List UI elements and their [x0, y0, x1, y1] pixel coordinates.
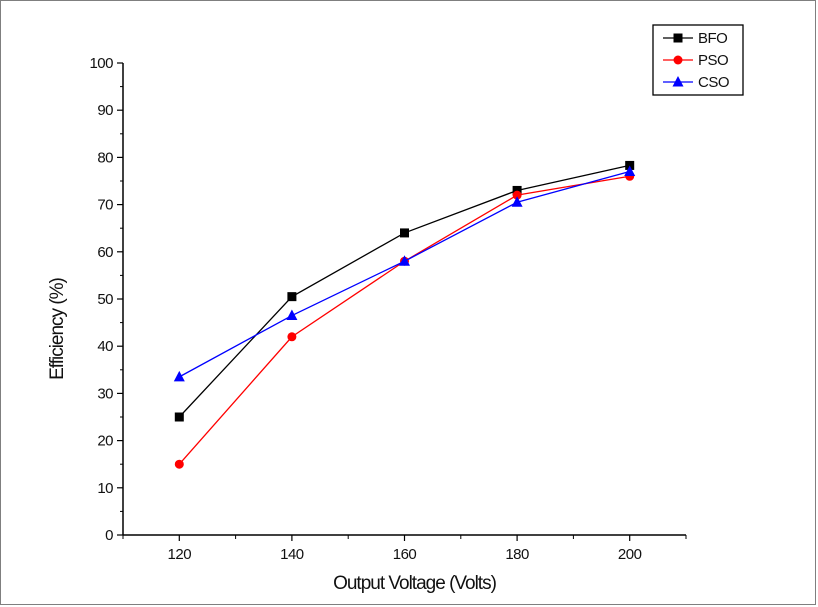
- data-point-pso: [174, 459, 184, 469]
- data-point-cso: [511, 196, 523, 207]
- legend-label-cso: CSO: [698, 74, 729, 91]
- y-tick-label: 80: [97, 149, 113, 166]
- y-tick-label: 60: [97, 244, 113, 261]
- y-axis-title: Efficiency (%): [47, 277, 68, 379]
- y-tick-label: 100: [89, 55, 113, 72]
- data-point-bfo: [625, 160, 635, 170]
- y-tick-label: 90: [97, 102, 113, 119]
- x-tick-label: 180: [505, 546, 529, 563]
- data-series: [173, 160, 636, 469]
- y-tick-label: 20: [97, 433, 113, 450]
- y-axis-ticks: 0 10 20 30 40 50 60 70 80 90 100: [89, 55, 123, 544]
- legend-marker-bfo: [673, 33, 683, 43]
- x-axis-ticks: 120 140 160 180 200: [122, 535, 687, 563]
- series-bfo: [174, 160, 635, 422]
- y-tick-label: 30: [97, 385, 113, 402]
- y-tick-label: 0: [105, 527, 113, 544]
- data-point-pso: [512, 190, 522, 200]
- y-tick-label: 50: [97, 291, 113, 308]
- x-tick-label: 140: [280, 546, 304, 563]
- data-point-bfo: [512, 185, 522, 195]
- y-tick-label: 70: [97, 197, 113, 214]
- y-tick-label: 10: [97, 480, 113, 497]
- x-tick-label: 200: [618, 546, 642, 563]
- legend-marker-cso: [672, 76, 684, 87]
- series-cso: [173, 165, 636, 382]
- series-line-pso: [178, 175, 630, 465]
- data-point-cso: [624, 165, 636, 177]
- data-point-cso: [399, 255, 410, 266]
- x-axis-title: Output Voltage (Volts): [333, 573, 497, 594]
- data-point-pso: [287, 332, 297, 342]
- data-point-bfo: [400, 228, 409, 238]
- data-point-bfo: [287, 292, 297, 302]
- series-line-cso: [178, 170, 630, 378]
- data-point-cso: [286, 309, 298, 321]
- x-tick-label: 160: [393, 546, 417, 563]
- data-point-cso: [173, 370, 185, 382]
- legend-marker-pso: [673, 55, 683, 65]
- series-line-bfo: [178, 164, 630, 418]
- axes: [122, 63, 686, 536]
- legend-label-pso: PSO: [698, 52, 728, 69]
- x-tick-label: 120: [168, 546, 192, 563]
- y-tick-label: 40: [97, 338, 113, 355]
- data-point-bfo: [174, 412, 184, 422]
- series-pso: [174, 171, 635, 469]
- legend-label-bfo: BFO: [698, 30, 727, 47]
- legend: BFO PSO CSO: [652, 24, 744, 96]
